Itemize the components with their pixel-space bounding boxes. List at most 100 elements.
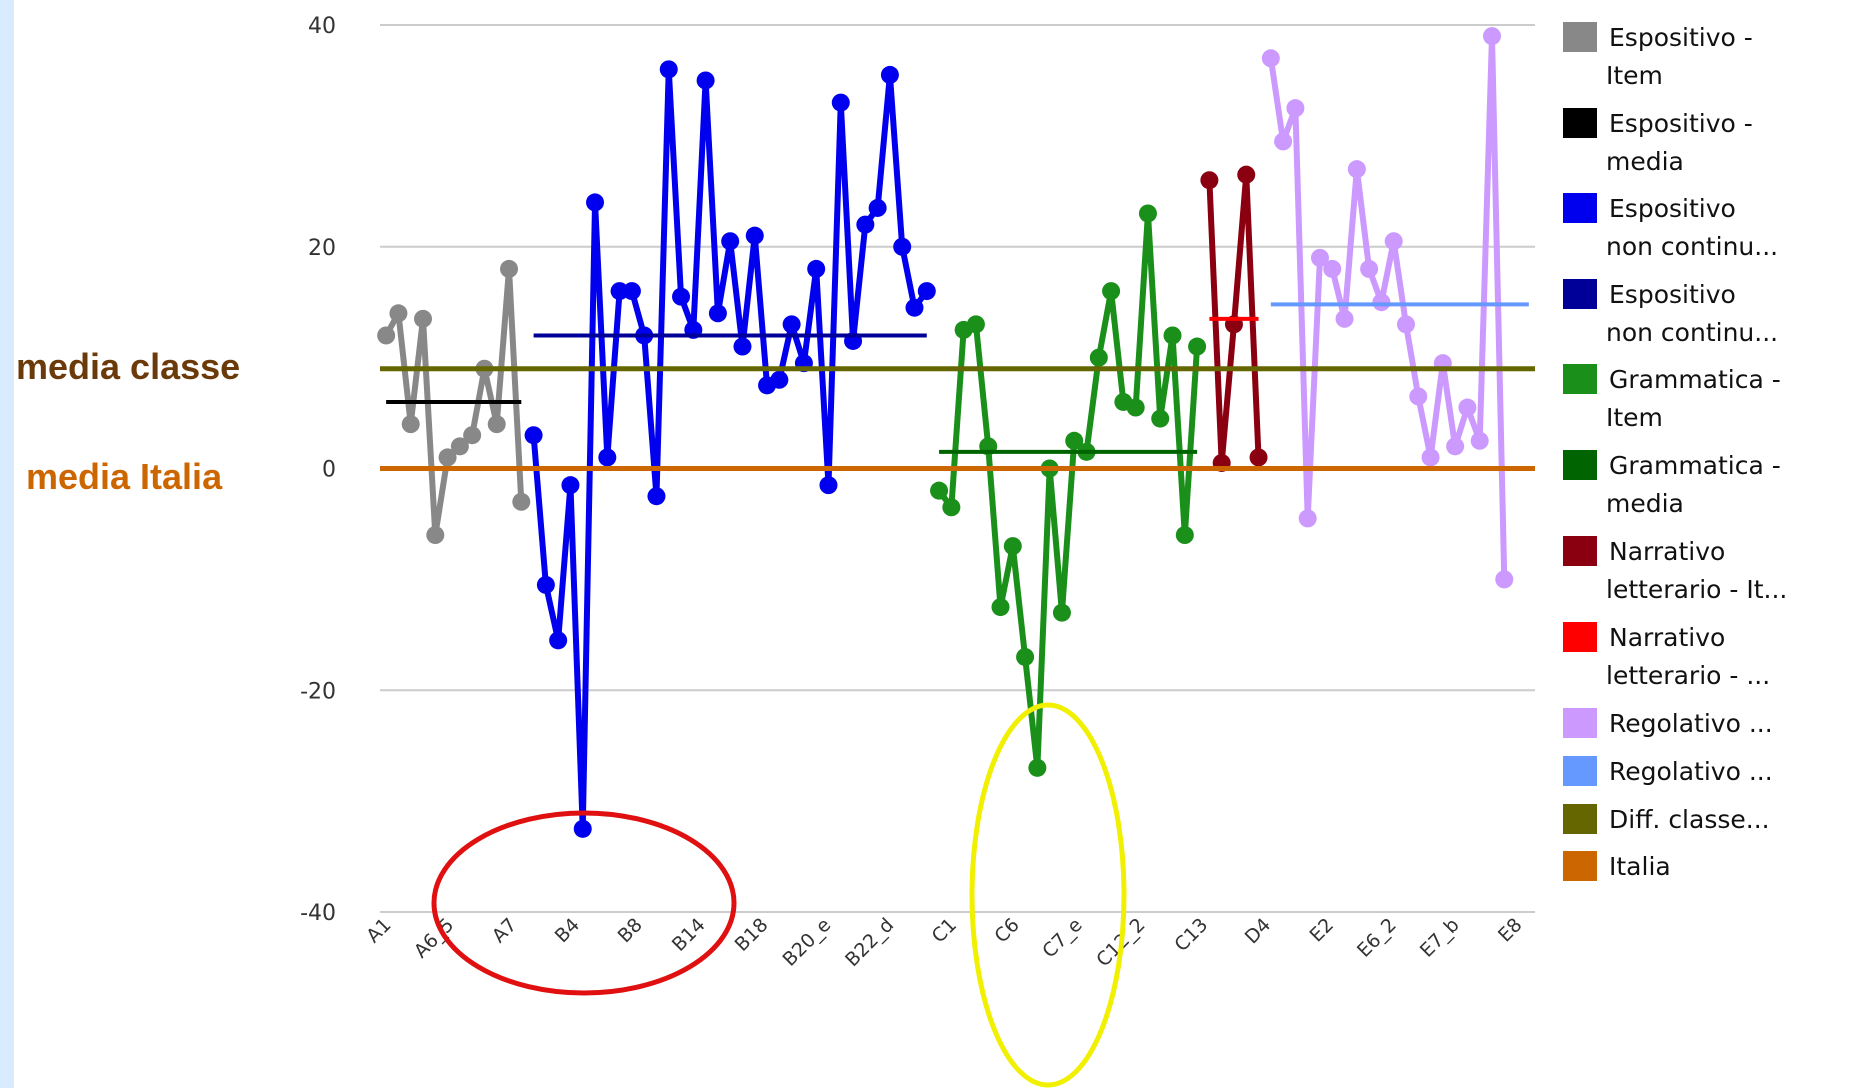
x-tick-label: C13 xyxy=(1170,914,1212,956)
data-point xyxy=(450,437,469,456)
highlight-ellipses xyxy=(431,702,1127,1088)
legend-swatch xyxy=(1563,804,1597,834)
left-accent-strip xyxy=(0,0,14,1088)
x-tick-label: E6_2 xyxy=(1353,914,1401,962)
yellow-highlight-ellipse xyxy=(969,702,1127,1088)
data-point xyxy=(1409,387,1428,406)
legend-label: non continu... xyxy=(1606,318,1778,347)
data-point xyxy=(991,598,1010,617)
x-tick-label: A1 xyxy=(362,914,395,947)
data-point xyxy=(549,631,568,650)
data-point xyxy=(721,232,740,251)
data-point xyxy=(426,526,445,545)
legend-label: media xyxy=(1606,147,1684,176)
legend: Espositivo - Item Espositivo - media Esposit… xyxy=(1563,22,1787,881)
data-point xyxy=(1310,248,1329,267)
legend-label: Diff. classe... xyxy=(1609,805,1770,834)
data-point xyxy=(696,71,715,90)
data-point xyxy=(745,226,764,245)
data-point xyxy=(414,309,433,328)
data-point xyxy=(1016,647,1035,666)
data-point xyxy=(438,448,457,467)
data-point xyxy=(1151,409,1170,428)
data-point xyxy=(1188,337,1207,356)
data-point xyxy=(942,498,961,517)
media-italia-annotation: media Italia xyxy=(26,456,223,497)
data-point xyxy=(1261,49,1280,68)
data-point xyxy=(586,193,605,212)
legend-swatch xyxy=(1563,279,1597,309)
legend-label: letterario - ... xyxy=(1606,661,1770,690)
data-point xyxy=(1089,348,1108,367)
data-point xyxy=(1274,132,1293,151)
legend-label: Espositivo - xyxy=(1609,23,1753,52)
data-point xyxy=(819,476,838,495)
data-point xyxy=(1360,259,1379,278)
data-point xyxy=(1003,537,1022,556)
x-tick-label: B20_e xyxy=(779,914,836,971)
y-axis-ticks: 40 20 0 -20 -40 xyxy=(300,14,336,926)
legend-label: Item xyxy=(1606,61,1663,90)
legend-swatch xyxy=(1563,851,1597,881)
data-point xyxy=(930,481,949,500)
red-highlight-ellipse xyxy=(431,810,737,996)
data-point xyxy=(1138,204,1157,223)
data-point xyxy=(880,65,899,84)
x-tick-label: D4 xyxy=(1241,914,1275,948)
data-point xyxy=(561,476,580,495)
media-classe-annotation: media classe xyxy=(16,346,241,387)
data-point xyxy=(868,198,887,217)
data-point xyxy=(1163,326,1182,345)
x-tick-label: C7_e xyxy=(1038,914,1086,962)
data-point xyxy=(377,326,396,345)
data-point xyxy=(573,819,592,838)
y-tick-label: 0 xyxy=(322,458,336,483)
data-point xyxy=(1052,603,1071,622)
data-point xyxy=(1470,431,1489,450)
data-point xyxy=(389,304,408,323)
legend-label: Item xyxy=(1606,403,1663,432)
legend-swatch xyxy=(1563,364,1597,394)
data-point xyxy=(1102,282,1121,301)
x-tick-label: B8 xyxy=(614,914,647,947)
data-point xyxy=(1458,398,1477,417)
legend-swatch xyxy=(1563,536,1597,566)
data-point xyxy=(1175,526,1194,545)
y-tick-label: 20 xyxy=(308,236,336,261)
data-point xyxy=(487,415,506,434)
legend-label: Italia xyxy=(1609,852,1671,881)
x-tick-label: A7 xyxy=(488,914,521,947)
data-point xyxy=(659,60,678,79)
legend-swatch xyxy=(1563,108,1597,138)
x-axis-ticks: A1 A6_5 A7 B4 B8 B14 B18 B20_e B22_d C1 C6 C7_e C12_… xyxy=(362,914,1526,971)
data-point xyxy=(807,259,826,278)
legend-swatch xyxy=(1563,450,1597,480)
data-point xyxy=(1372,293,1391,312)
data-point xyxy=(647,487,666,506)
series-lines xyxy=(377,27,1535,838)
data-point xyxy=(1323,259,1342,278)
y-tick-label: -40 xyxy=(300,901,336,926)
data-point xyxy=(708,304,727,323)
x-tick-label: C6 xyxy=(990,914,1023,947)
data-point xyxy=(1421,448,1440,467)
data-point xyxy=(1298,509,1317,528)
data-point xyxy=(770,370,789,389)
x-tick-label: C1 xyxy=(928,914,961,947)
data-point xyxy=(401,415,420,434)
legend-swatch xyxy=(1563,756,1597,786)
data-point xyxy=(1335,309,1354,328)
data-point xyxy=(536,575,555,594)
legend-label: Narrativo xyxy=(1609,537,1725,566)
legend-swatch xyxy=(1563,622,1597,652)
data-point xyxy=(1384,232,1403,251)
legend-label: Regolativo ... xyxy=(1609,757,1773,786)
data-point xyxy=(917,282,936,301)
data-point xyxy=(500,259,519,278)
data-point xyxy=(1200,171,1219,190)
data-point xyxy=(622,282,641,301)
data-point xyxy=(966,315,985,334)
legend-label: letterario - It... xyxy=(1606,575,1787,604)
data-point xyxy=(598,448,617,467)
x-tick-label: B14 xyxy=(668,914,710,956)
